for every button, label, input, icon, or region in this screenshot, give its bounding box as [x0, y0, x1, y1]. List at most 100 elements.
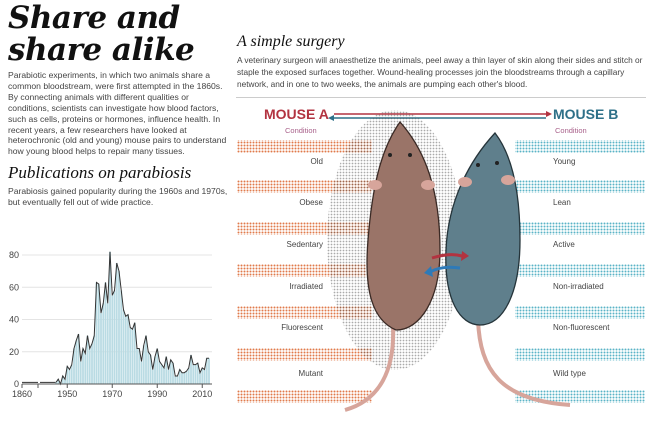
y-tick-label: 60 [9, 282, 19, 292]
condition-b: Wild type [553, 369, 586, 378]
bar [73, 348, 75, 384]
bar [181, 372, 183, 384]
bar [68, 369, 71, 384]
bar [203, 369, 206, 384]
condition-b: Young [553, 157, 576, 166]
mouse-b-label: MOUSE B [553, 106, 619, 122]
condition-b: Non-irradiated [553, 282, 604, 291]
condition-b: Non-fluorescent [553, 323, 610, 332]
bar [133, 322, 136, 384]
bar [122, 309, 125, 384]
bar [205, 358, 208, 384]
x-tick-label: 1990 [147, 389, 167, 399]
condition-b: Lean [553, 198, 571, 207]
bar [57, 379, 60, 384]
stripe-b [515, 306, 645, 319]
publications-chart: 0 20 40 60 80 1860 1950 1970 1990 2010 [9, 250, 212, 399]
stripe-b [515, 222, 645, 235]
divider [236, 97, 646, 98]
mouse-a-illustration [327, 110, 463, 412]
intro-text: Parabiotic experiments, in which two ani… [8, 70, 227, 157]
bar [199, 372, 201, 384]
bar [140, 361, 143, 384]
bar [95, 282, 98, 384]
condition-a: Old [310, 157, 323, 166]
publications-subtitle: Parabiosis gained popularity during the … [8, 186, 228, 207]
bar [91, 343, 93, 384]
bar [192, 364, 195, 384]
mouse-b-condition-header: Condition [555, 126, 587, 135]
bar [163, 367, 165, 384]
x-tick-label: 1860 [12, 389, 32, 399]
bar [88, 348, 91, 384]
bar [55, 382, 57, 384]
bar [187, 367, 190, 384]
bar [102, 303, 105, 384]
condition-a: Fluorescent [281, 323, 323, 332]
blood-flow-arrow-to-b-icon [431, 253, 463, 260]
bar [156, 348, 159, 384]
bar [208, 358, 210, 384]
bar [136, 348, 138, 384]
bar [111, 295, 114, 384]
bar [79, 361, 82, 384]
bar [176, 375, 179, 384]
stripe-b [515, 390, 645, 403]
surgery-title: A simple surgery [237, 33, 345, 50]
bar [185, 371, 188, 384]
bar [129, 327, 132, 384]
publications-title: Publications on parabiosis [8, 163, 192, 182]
mouse-b-illustration [445, 131, 571, 407]
condition-a: Mutant [298, 369, 323, 378]
bar [151, 369, 154, 384]
bar [131, 329, 134, 384]
bar [158, 361, 161, 384]
bar [61, 375, 64, 384]
bar [118, 271, 120, 384]
bar [70, 364, 73, 384]
bar [142, 345, 145, 384]
bar [66, 366, 69, 384]
bar [145, 335, 147, 384]
bar [106, 303, 109, 384]
stripe-a [237, 390, 372, 403]
x-tick-label: 2010 [192, 389, 212, 399]
bar [113, 290, 116, 384]
bar [149, 354, 152, 384]
stripe-b [515, 180, 645, 193]
mouse-a-label: MOUSE A [264, 106, 329, 122]
y-tick-label: 40 [9, 315, 19, 325]
bar [109, 251, 111, 384]
bar [64, 379, 66, 384]
x-tick-label: 1970 [102, 389, 122, 399]
bar [104, 282, 107, 384]
bar [147, 351, 150, 384]
stripe-a [237, 348, 372, 361]
bar [160, 364, 163, 384]
bar [93, 335, 96, 384]
bar [172, 363, 174, 384]
bar [100, 313, 102, 384]
bar [165, 356, 168, 384]
bar [77, 334, 80, 384]
series-line [55, 251, 209, 386]
condition-a: Irradiated [289, 282, 323, 291]
bar [183, 372, 186, 384]
main-title: Share and share alike [8, 0, 195, 68]
arrowhead-right-icon [546, 111, 552, 117]
x-tick-label: 1950 [57, 389, 77, 399]
bar [120, 290, 123, 384]
bar [194, 364, 197, 384]
bar [124, 316, 127, 384]
stripe-b [515, 264, 645, 277]
surgery-text: A veterinary surgeon will anaesthetize t… [237, 55, 643, 89]
y-tick-label: 80 [9, 250, 19, 260]
bar [127, 314, 129, 384]
condition-a: Sedentary [286, 240, 323, 249]
mouse-a-condition-header: Condition [285, 126, 317, 135]
bar [178, 369, 181, 384]
bar [97, 284, 100, 384]
bar [201, 367, 204, 384]
